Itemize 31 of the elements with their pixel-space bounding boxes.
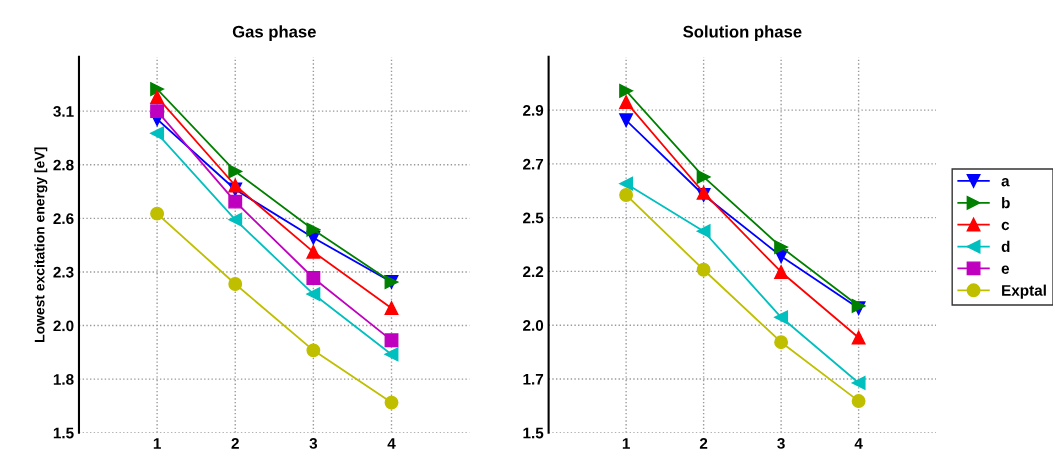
x-tick-label: 4 [854,438,863,449]
legend-label: a [1001,178,1010,187]
legend-label: c [1001,221,1010,231]
y-tick-label: 2.0 [53,320,74,332]
legend-label: d [1001,240,1010,253]
y-tick-label: 3.1 [53,106,74,117]
legend-label: e [1001,265,1010,274]
x-tick-label: 2 [231,438,239,449]
x-tick-label: 1 [622,438,630,449]
x-tick-label: 4 [387,438,396,449]
y-tick-label: 2.6 [53,213,74,225]
y-tick-label: 1.5 [53,427,74,439]
chart-title: Gas phase [232,25,316,41]
y-tick-label: 1.5 [523,427,544,439]
x-tick-label: 3 [309,438,318,449]
y-tick-label: 2.3 [53,266,74,278]
y-tick-label: 1.7 [523,374,544,385]
y-tick-label: 2.9 [523,104,544,116]
y-tick-label: 2.2 [523,266,544,277]
legend-label: Exptal [1002,284,1046,299]
y-axis-title: Lowest excitation energy [eV] [34,147,48,342]
y-tick-label: 2.0 [523,320,544,331]
y-tick-label: 2.5 [523,212,544,224]
y-tick-label: 2.8 [53,159,74,171]
x-tick-label: 3 [777,438,785,449]
chart-title: Solution phase [683,25,802,41]
legend-label: b [1002,197,1010,209]
x-tick-label: 1 [153,438,161,449]
y-tick-label: 1.8 [53,374,74,385]
x-tick-label: 2 [699,438,708,449]
y-tick-label: 2.7 [523,158,544,170]
